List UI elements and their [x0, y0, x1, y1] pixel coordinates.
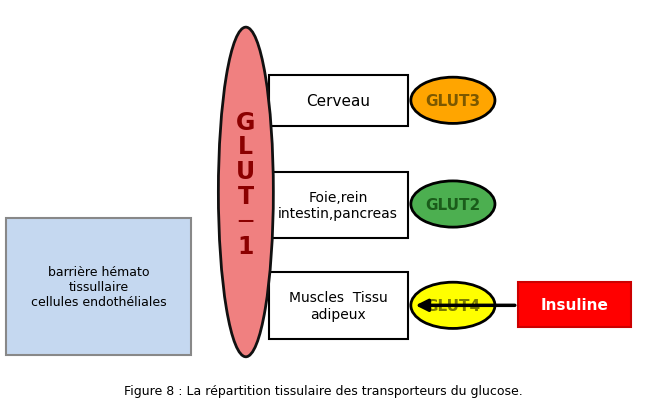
FancyBboxPatch shape — [269, 273, 408, 339]
Text: Muscles  Tissu
adipeux: Muscles Tissu adipeux — [289, 291, 388, 321]
FancyBboxPatch shape — [269, 172, 408, 239]
Text: barrière hémato
tissullaire
cellules endothéliales: barrière hémato tissullaire cellules end… — [31, 265, 166, 308]
Text: GLUT4: GLUT4 — [425, 298, 481, 313]
Text: Cerveau: Cerveau — [306, 94, 370, 109]
FancyBboxPatch shape — [518, 283, 631, 327]
Text: GLUT3: GLUT3 — [425, 93, 481, 109]
Ellipse shape — [411, 78, 495, 124]
Text: Figure 8 : La répartition tissulaire des transporteurs du glucose.: Figure 8 : La répartition tissulaire des… — [124, 385, 523, 397]
Text: Insuline: Insuline — [540, 297, 608, 312]
Ellipse shape — [411, 282, 495, 329]
Text: Foie,rein
intestin,pancreas: Foie,rein intestin,pancreas — [278, 190, 398, 221]
FancyBboxPatch shape — [6, 219, 191, 355]
Ellipse shape — [411, 181, 495, 228]
Ellipse shape — [219, 28, 274, 357]
FancyBboxPatch shape — [269, 76, 408, 126]
Text: G
L
U
T
─
1: G L U T ─ 1 — [236, 110, 256, 259]
Text: GLUT2: GLUT2 — [425, 197, 481, 212]
